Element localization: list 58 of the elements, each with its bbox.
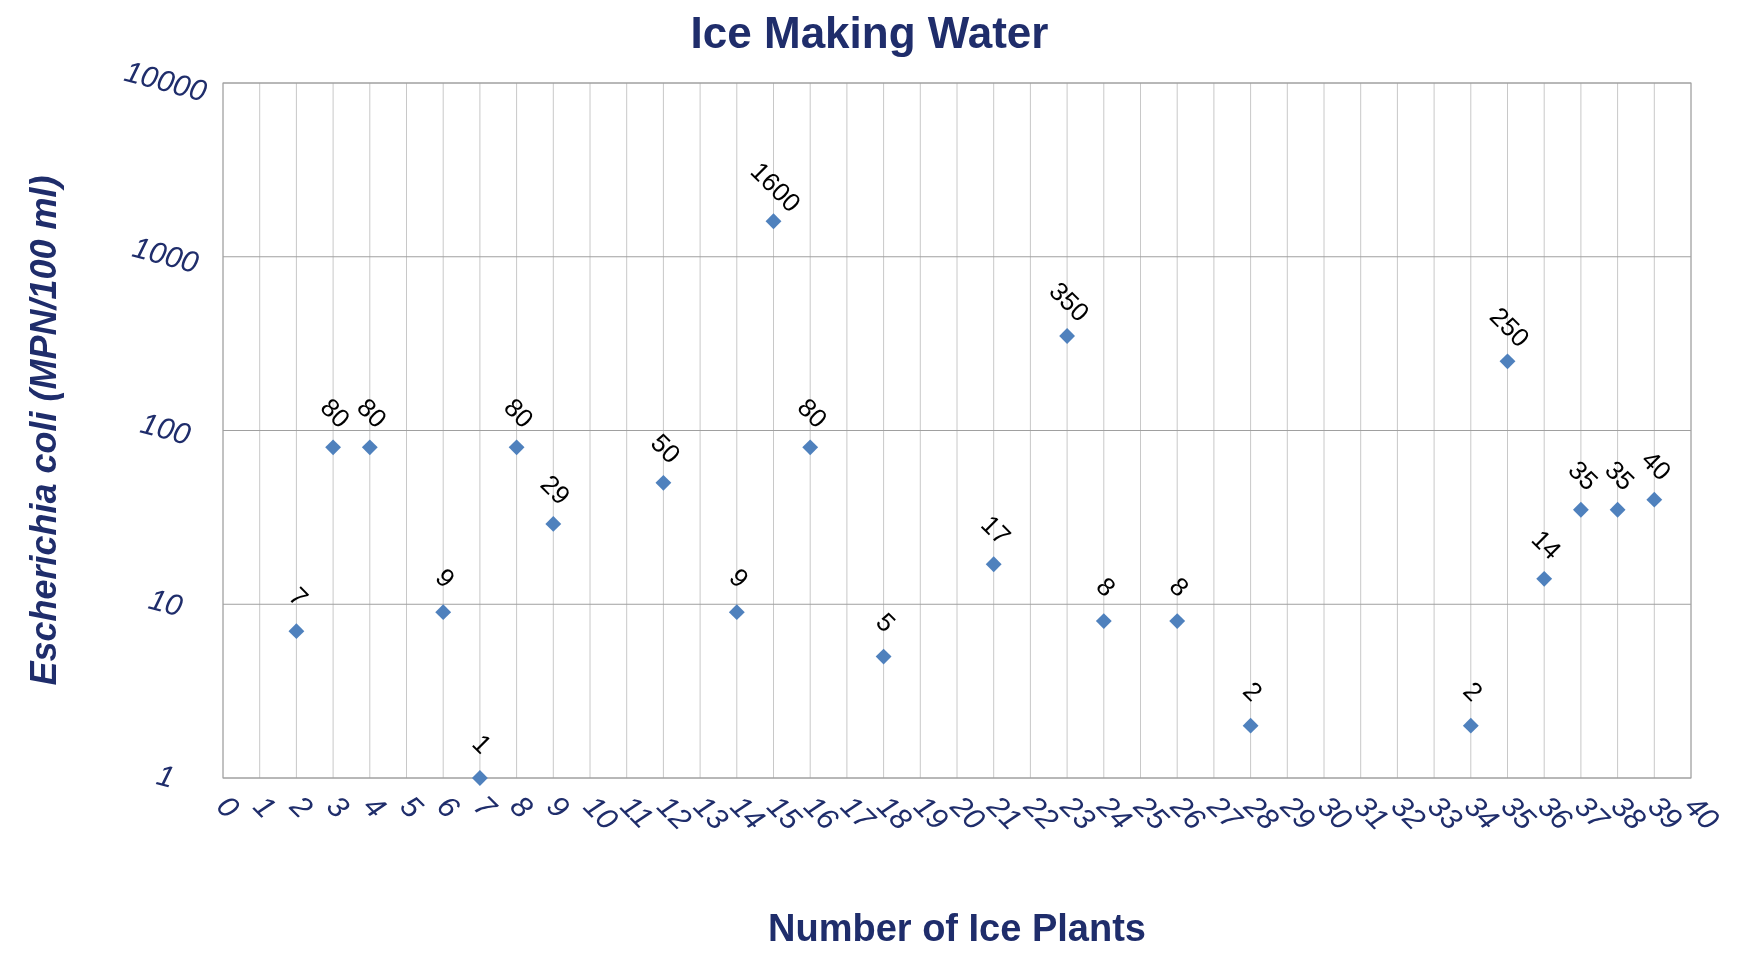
data-label: 1 xyxy=(466,727,498,760)
data-label: 5 xyxy=(870,606,902,638)
y-tick-label: 10000 xyxy=(121,54,211,108)
y-axis-title: Escherichia coli (MPN/100 ml) xyxy=(23,175,64,686)
point xyxy=(508,439,525,456)
data-label: 80 xyxy=(498,392,540,434)
point xyxy=(1059,328,1076,344)
point xyxy=(1646,491,1663,508)
data-label: 2 xyxy=(1457,675,1489,708)
point xyxy=(875,648,892,665)
y-tick-label: 1000 xyxy=(129,230,203,280)
x-tick-label: 6 xyxy=(430,788,467,825)
x-tick-label: 1 xyxy=(247,788,283,825)
x-tick-label: 5 xyxy=(394,788,430,825)
point xyxy=(361,439,378,456)
data-label: 50 xyxy=(644,427,687,470)
data-label: 29 xyxy=(534,468,577,511)
point xyxy=(1242,717,1259,734)
data-label: 250 xyxy=(1483,301,1536,353)
data-label: 17 xyxy=(975,509,1017,551)
point xyxy=(765,213,782,230)
x-tick-label: 8 xyxy=(504,788,540,825)
point xyxy=(1169,613,1186,630)
x-tick-label: 2 xyxy=(283,788,320,825)
y-tick-label: 10 xyxy=(145,581,187,623)
data-label: 2 xyxy=(1237,675,1269,708)
x-tick-label: 7 xyxy=(467,788,504,825)
x-tick-label: 9 xyxy=(541,788,577,825)
point xyxy=(288,623,305,640)
data-label: 8 xyxy=(1090,571,1122,603)
data-label: 350 xyxy=(1043,275,1096,328)
point xyxy=(985,556,1002,573)
point xyxy=(545,515,562,532)
data-label: 9 xyxy=(429,562,462,594)
data-label: 9 xyxy=(723,562,755,594)
data-label: 14 xyxy=(1525,523,1568,566)
point xyxy=(802,439,819,456)
x-axis-title: Number of Ice Plants xyxy=(768,907,1146,949)
chart-title: Ice Making Water xyxy=(690,8,1049,57)
point xyxy=(1536,570,1553,587)
x-tick-label: 4 xyxy=(357,788,393,825)
point xyxy=(471,770,488,786)
point xyxy=(1572,501,1589,518)
y-tick-label: 1 xyxy=(153,757,179,794)
y-tick-label: 100 xyxy=(137,405,195,451)
point xyxy=(728,604,745,621)
x-tick-label: 3 xyxy=(320,788,357,825)
point xyxy=(1095,613,1112,630)
point xyxy=(325,439,342,456)
data-label: 80 xyxy=(791,392,834,434)
x-tick-label: 0 xyxy=(210,788,247,825)
data-label: 7 xyxy=(283,581,315,613)
point xyxy=(1609,501,1626,518)
point xyxy=(1499,353,1516,370)
point xyxy=(1462,717,1479,734)
data-label: 8 xyxy=(1163,571,1196,603)
point xyxy=(655,474,672,491)
point xyxy=(435,604,452,621)
